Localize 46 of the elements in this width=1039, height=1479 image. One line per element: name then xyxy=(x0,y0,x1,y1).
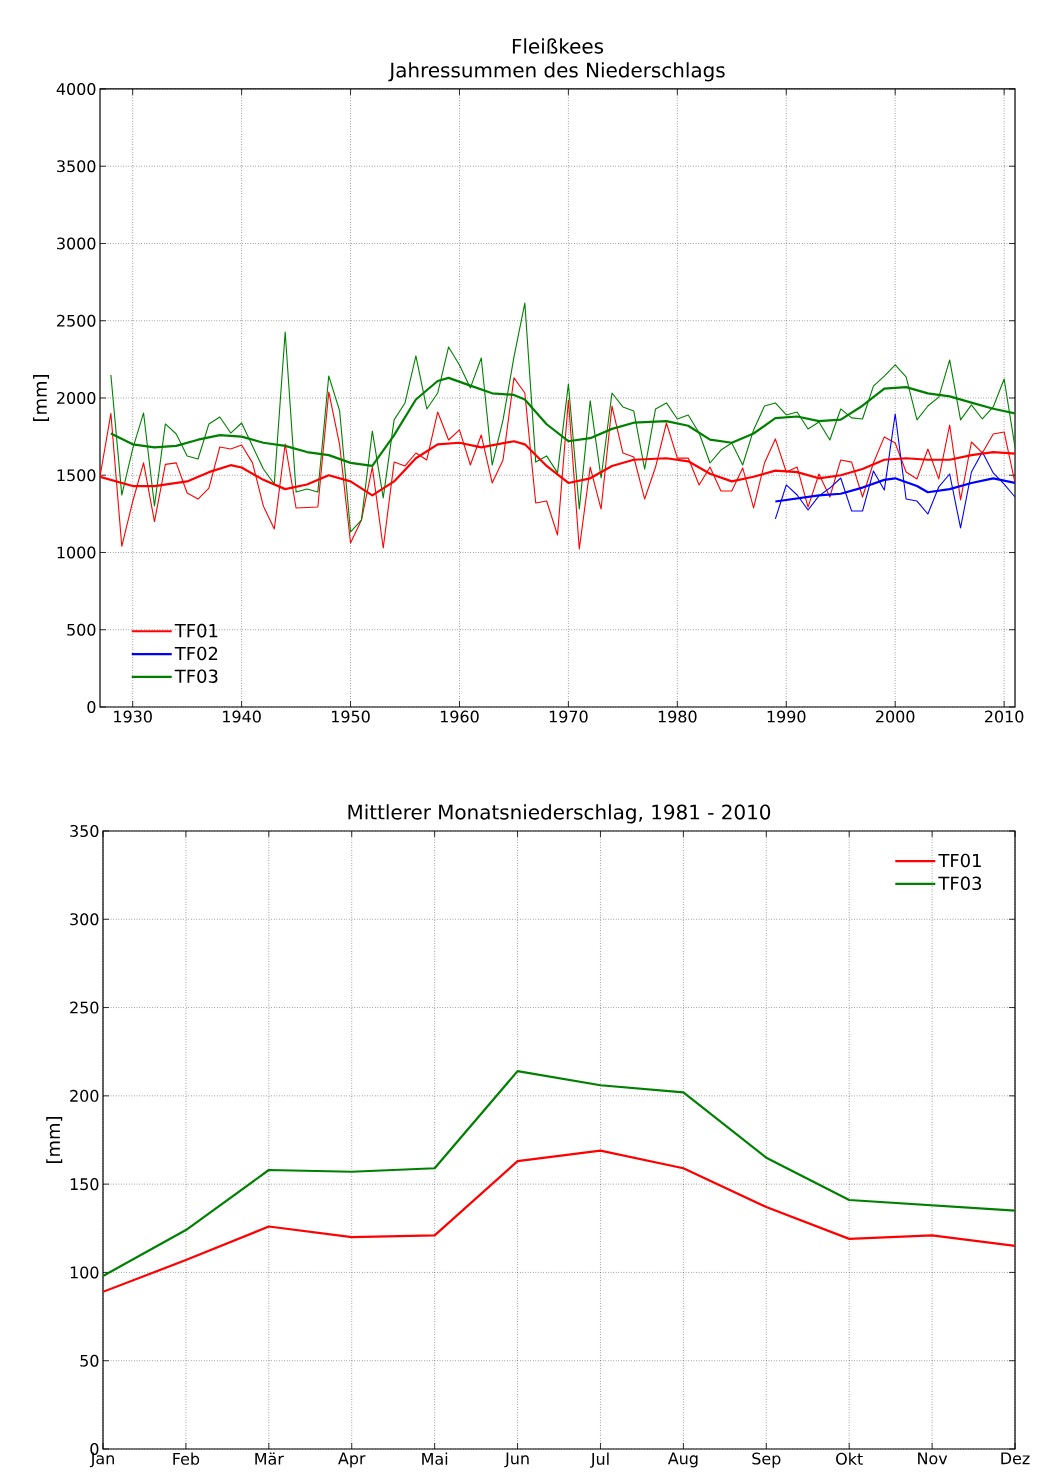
y-tick-label: 2000 xyxy=(57,391,96,404)
y-tick-label: 500 xyxy=(67,623,96,636)
y-tick-label: 50 xyxy=(80,1354,99,1367)
y-tick-label: 3000 xyxy=(57,237,96,250)
x-tick-label: 1990 xyxy=(767,710,806,723)
x-tick-label: Dez xyxy=(1001,1452,1030,1465)
x-tick-label: Jun xyxy=(504,1452,529,1468)
x-tick-label: Mär xyxy=(255,1452,284,1465)
x-tick-label: Apr xyxy=(338,1452,366,1468)
x-tick-label: 1960 xyxy=(440,710,479,723)
y-tick-label: 150 xyxy=(70,1178,99,1191)
legend-label: TF03 xyxy=(174,669,218,684)
x-tick-label: 1930 xyxy=(114,710,152,723)
legend-label: TF02 xyxy=(174,646,218,661)
y-tick-label: 100 xyxy=(70,1266,99,1279)
legend-label: TF01 xyxy=(938,853,981,868)
legend-label: TF03 xyxy=(938,876,982,891)
y-tick-label: 3500 xyxy=(57,160,96,173)
x-tick-label: Sep xyxy=(752,1452,781,1468)
x-tick-label: 2000 xyxy=(876,710,915,723)
x-tick-label: Feb xyxy=(173,1452,200,1465)
y-tick-label: 1000 xyxy=(57,546,96,559)
y-tick-label: 200 xyxy=(70,1089,99,1102)
x-tick-label: 2010 xyxy=(985,710,1024,723)
x-tick-label: Mai xyxy=(422,1452,448,1465)
y-tick-label: 0 xyxy=(87,700,96,713)
y-tick-label: 2500 xyxy=(57,314,96,327)
y-axis-title: [mm] xyxy=(33,375,50,421)
x-tick-label: 1980 xyxy=(658,710,697,723)
y-tick-label: 1500 xyxy=(57,469,96,482)
chart-title: Fleißkees xyxy=(512,38,604,54)
legend-label: TF01 xyxy=(174,623,218,638)
y-axis-title: [mm] xyxy=(46,1117,63,1163)
x-tick-label: Okt xyxy=(836,1452,863,1465)
y-tick-label: 300 xyxy=(70,913,99,926)
y-tick-label: 250 xyxy=(70,1001,99,1014)
x-tick-label: 1940 xyxy=(223,710,261,723)
x-tick-label: Aug xyxy=(667,1452,698,1468)
y-tick-label: 350 xyxy=(70,824,99,838)
x-tick-label: Jul xyxy=(590,1452,609,1468)
x-tick-label: 1950 xyxy=(332,710,370,723)
y-tick-label: 4000 xyxy=(56,82,96,95)
chart-subtitle: Jahressummen des Niederschlags xyxy=(388,62,725,82)
x-tick-label: 1970 xyxy=(549,710,588,723)
chart-title: Mittlerer Monatsniederschlag, 1981 - 2010 xyxy=(348,804,771,824)
x-tick-label: Nov xyxy=(918,1452,948,1465)
